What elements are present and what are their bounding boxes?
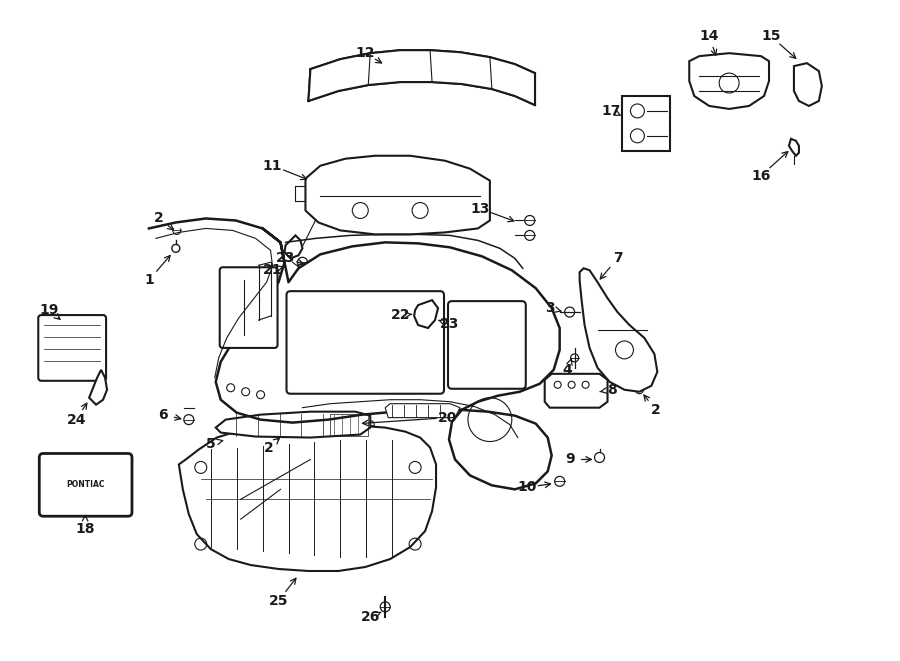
Text: 4: 4 xyxy=(562,363,572,377)
FancyBboxPatch shape xyxy=(623,96,670,151)
FancyBboxPatch shape xyxy=(448,301,526,389)
Text: 14: 14 xyxy=(699,29,719,43)
Text: 18: 18 xyxy=(76,522,94,536)
Polygon shape xyxy=(305,156,490,235)
Text: 25: 25 xyxy=(269,594,288,608)
Text: 10: 10 xyxy=(518,481,536,494)
Polygon shape xyxy=(794,63,822,106)
Polygon shape xyxy=(689,53,769,109)
Text: 24: 24 xyxy=(67,412,86,426)
Text: 12: 12 xyxy=(356,46,375,60)
FancyBboxPatch shape xyxy=(286,291,444,394)
Text: PONTIAC: PONTIAC xyxy=(66,480,104,489)
Text: 21: 21 xyxy=(263,263,283,277)
Text: 9: 9 xyxy=(565,453,574,467)
Polygon shape xyxy=(544,374,608,408)
Text: 2: 2 xyxy=(651,403,661,416)
Text: 11: 11 xyxy=(263,159,283,173)
FancyBboxPatch shape xyxy=(220,267,277,348)
Text: 20: 20 xyxy=(438,410,458,424)
Text: 3: 3 xyxy=(544,301,554,315)
Text: 1: 1 xyxy=(144,273,154,288)
Polygon shape xyxy=(580,268,657,392)
Polygon shape xyxy=(414,300,438,328)
Polygon shape xyxy=(284,235,302,258)
Text: 19: 19 xyxy=(40,303,58,317)
Text: 16: 16 xyxy=(752,169,770,182)
Polygon shape xyxy=(385,404,460,418)
Polygon shape xyxy=(789,139,799,156)
Text: 22: 22 xyxy=(391,308,410,322)
Polygon shape xyxy=(179,424,436,571)
Polygon shape xyxy=(89,370,107,405)
Text: 5: 5 xyxy=(206,436,216,451)
Polygon shape xyxy=(148,219,560,489)
Text: 23: 23 xyxy=(440,317,460,331)
FancyBboxPatch shape xyxy=(39,315,106,381)
Text: 2: 2 xyxy=(264,440,274,455)
Polygon shape xyxy=(216,412,370,438)
Text: 7: 7 xyxy=(613,251,622,265)
Text: 13: 13 xyxy=(470,202,490,215)
Text: 6: 6 xyxy=(158,408,167,422)
FancyBboxPatch shape xyxy=(40,453,132,516)
Text: 2: 2 xyxy=(154,212,164,225)
Text: 23: 23 xyxy=(275,251,295,265)
Text: 15: 15 xyxy=(761,29,781,43)
Text: 26: 26 xyxy=(361,610,380,624)
Polygon shape xyxy=(309,50,535,105)
Text: 8: 8 xyxy=(607,383,616,397)
Text: 17: 17 xyxy=(602,104,621,118)
